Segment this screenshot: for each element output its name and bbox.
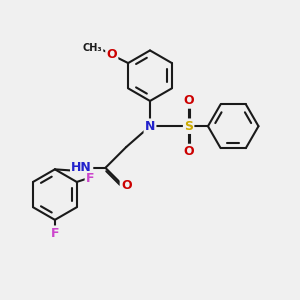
Text: HN: HN <box>71 161 92 174</box>
Text: O: O <box>106 48 117 61</box>
Text: O: O <box>183 145 194 158</box>
Text: N: N <box>145 120 155 133</box>
Text: S: S <box>184 120 193 133</box>
Text: O: O <box>183 94 194 107</box>
Text: O: O <box>121 179 131 192</box>
Text: CH₃: CH₃ <box>82 43 102 52</box>
Text: F: F <box>86 172 94 185</box>
Text: F: F <box>51 227 59 240</box>
